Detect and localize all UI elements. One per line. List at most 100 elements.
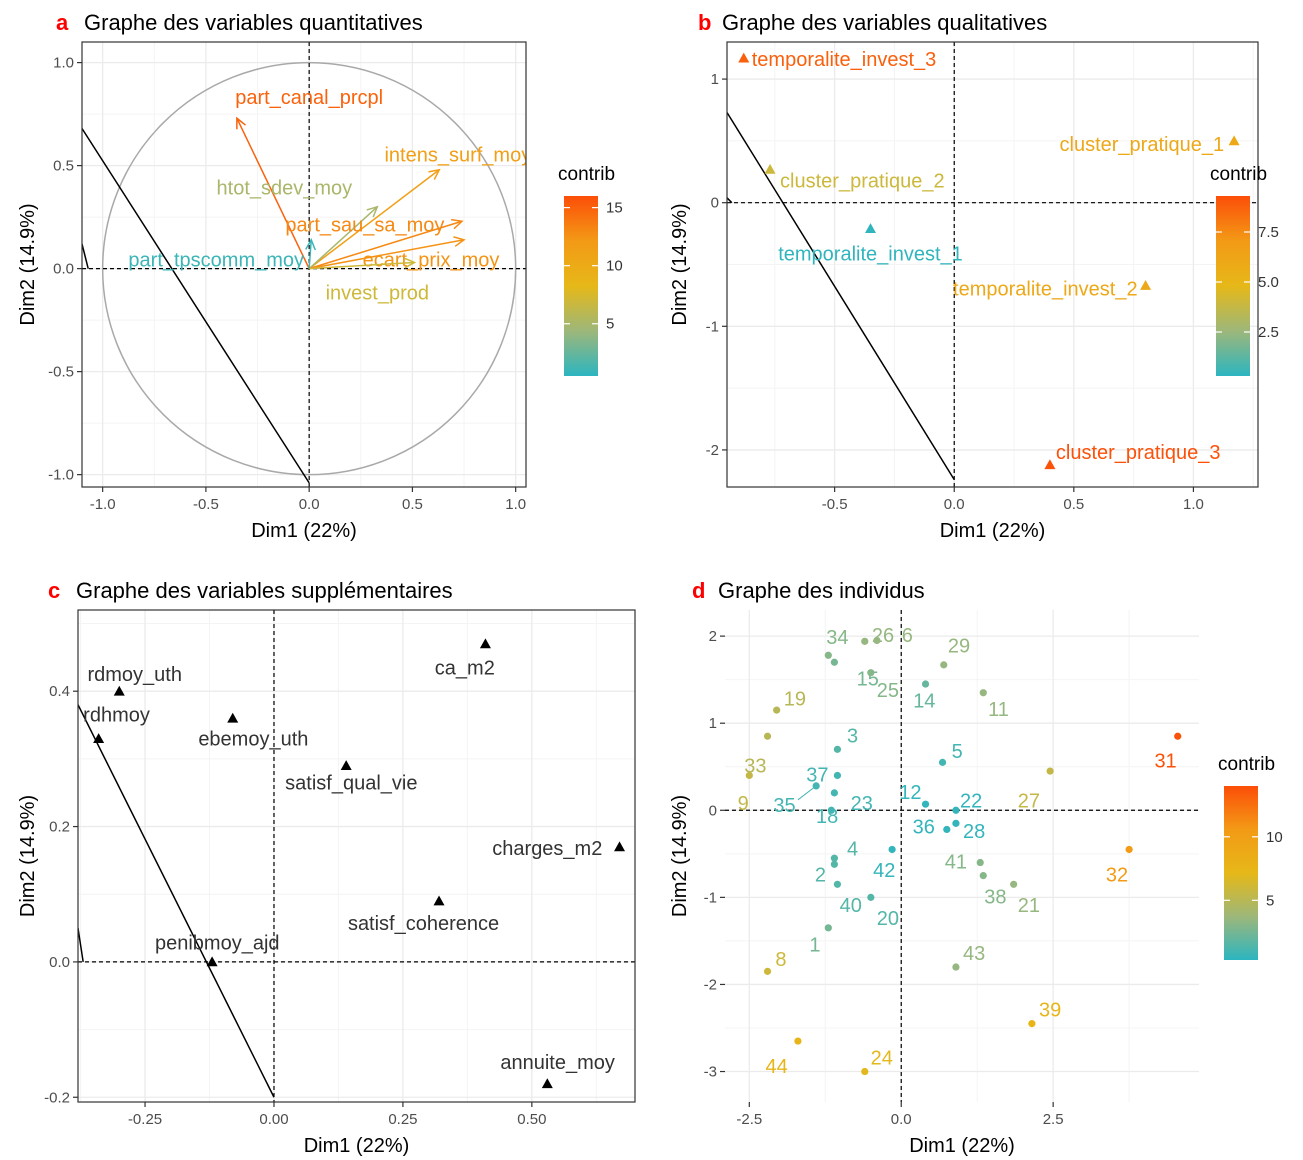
point-label-23: 23: [851, 793, 873, 815]
point-label-34: 34: [826, 627, 848, 649]
point-23: [830, 789, 838, 797]
chart-c-svg: c Graphe des variables supplémentaires r…: [17, 578, 636, 1157]
y-tick-label: 1.0: [53, 55, 74, 72]
arrow-intens_surf_moy: [308, 169, 440, 270]
x-tick-label: -0.5: [193, 496, 219, 513]
y-tick-label: 0: [711, 195, 719, 212]
plot-border: [81, 41, 527, 488]
point-label-ebemoy_uth: ebemoy_uth: [198, 728, 308, 750]
arrowhead-htot_sdev_moy: [366, 205, 379, 218]
black-line-stub: [727, 197, 733, 204]
point-label-cluster_pratique_3: cluster_pratique_3: [1056, 442, 1221, 464]
legend-tick-label: 15: [606, 200, 623, 217]
point-label-rdmoy_uth: rdmoy_uth: [87, 664, 182, 686]
point-43: [952, 963, 960, 971]
point-label-charges_m2: charges_m2: [492, 838, 602, 860]
x-tick-label: 0.25: [388, 1111, 417, 1128]
panel-c-letter: c: [48, 578, 60, 603]
legend-tick-label: 2.5: [1258, 324, 1279, 341]
chart-a-svg: a Graphe des variables quantitatives par…: [17, 10, 623, 542]
point-cluster_pratique_2: [764, 163, 776, 174]
point-20: [867, 893, 875, 901]
panel-b-title: Graphe des variables qualitatives: [722, 10, 1047, 35]
x-tick-label: 2.5: [1043, 1111, 1064, 1128]
point-satisf_coherence: [433, 895, 445, 906]
point-40: [833, 880, 842, 888]
point-label-38: 38: [984, 886, 1006, 908]
black-diagonal-line: [82, 128, 310, 484]
point-29: [940, 661, 948, 669]
arrowhead-intens_surf_moy: [428, 168, 441, 180]
y-tick-label: 0.0: [53, 261, 74, 278]
point-24: [861, 1067, 869, 1076]
point-42: [888, 845, 896, 854]
y-tick-label: 0.2: [49, 819, 70, 836]
point-label-42: 42: [873, 860, 895, 882]
point-label-4: 4: [847, 838, 858, 860]
point-32: [1125, 845, 1133, 854]
x-tick-label: -0.5: [822, 496, 848, 513]
point-label-14: 14: [913, 690, 935, 712]
x-tick-label: 0.5: [1063, 496, 1084, 513]
y-tick-label: -2: [706, 442, 719, 459]
x-tick-label: 0.50: [517, 1111, 546, 1128]
legend-tick-label: 5: [1266, 892, 1274, 909]
y-axis-label: Dim2 (14.9%): [669, 203, 691, 325]
arrow-part_tpscomm_moy: [308, 239, 312, 269]
legend-tick-label: 7.5: [1258, 224, 1279, 241]
point-39: [1028, 1020, 1036, 1028]
point-44: [794, 1037, 802, 1045]
point-label-25: 25: [877, 680, 899, 702]
plot-area: temporalite_invest_3 cluster_pratique_1cl…: [727, 42, 1258, 487]
y-tick-label: 0.4: [49, 683, 70, 700]
point-4: [830, 854, 838, 862]
y-tick-label: -2: [704, 976, 717, 993]
plot-background: [82, 42, 526, 487]
point-label-41: 41: [945, 852, 967, 874]
point-label-39: 39: [1039, 1000, 1061, 1022]
legend-tick-label: 10: [1266, 829, 1283, 846]
x-tick-label: -1.0: [90, 496, 116, 513]
point-2: [830, 860, 838, 868]
point-21: [1010, 880, 1018, 888]
point-label-37: 37: [806, 764, 828, 786]
point-label-11: 11: [988, 699, 1009, 721]
black-line-stub: [78, 927, 84, 963]
point-label-2: 2: [815, 865, 826, 887]
point-charges_m2: [614, 841, 626, 852]
x-tick-label: -2.5: [736, 1111, 762, 1128]
panel-c-title: Graphe des variables supplémentaires: [76, 578, 453, 603]
legend-colorbar: [1224, 786, 1258, 960]
point-temporalite_invest_1: [865, 223, 877, 234]
point-label-29: 29: [948, 636, 970, 658]
y-tick-label: 1: [709, 715, 717, 732]
point-6: [873, 636, 881, 645]
arrow-label-invest_prod: invest_prod: [326, 283, 429, 305]
point-label-19: 19: [784, 689, 806, 711]
point-label-temporalite_invest_2: temporalite_invest_2: [953, 279, 1138, 301]
point-temporalite_invest_2: [1140, 280, 1152, 290]
arrowhead-ecart_prix_moy: [453, 236, 466, 247]
arrow-label-part_canal_prcpl: part_canal_prcpl: [235, 87, 383, 109]
point-label-8: 8: [775, 949, 786, 971]
point-34: [824, 651, 832, 659]
point-14: [921, 680, 930, 688]
point-25: [867, 669, 875, 677]
y-tick-label: 1: [711, 71, 719, 88]
point-label-9: 9: [738, 793, 749, 815]
point-label-36: 36: [913, 817, 935, 839]
point-28: [952, 819, 960, 827]
point-38: [979, 871, 987, 880]
arrow-htot_sdev_moy: [308, 206, 378, 270]
plot-border: [726, 41, 1259, 488]
arrowhead-part_tpscomm_moy: [305, 238, 316, 251]
point-ebemoy_uth: [227, 712, 239, 723]
y-tick-label: -3: [704, 1064, 717, 1081]
y-tick-label: -0.2: [44, 1089, 70, 1106]
x-axis-label: Dim1 (22%): [251, 520, 357, 542]
y-tick-label: 0.0: [49, 954, 70, 971]
panel-a-letter: a: [56, 10, 69, 35]
